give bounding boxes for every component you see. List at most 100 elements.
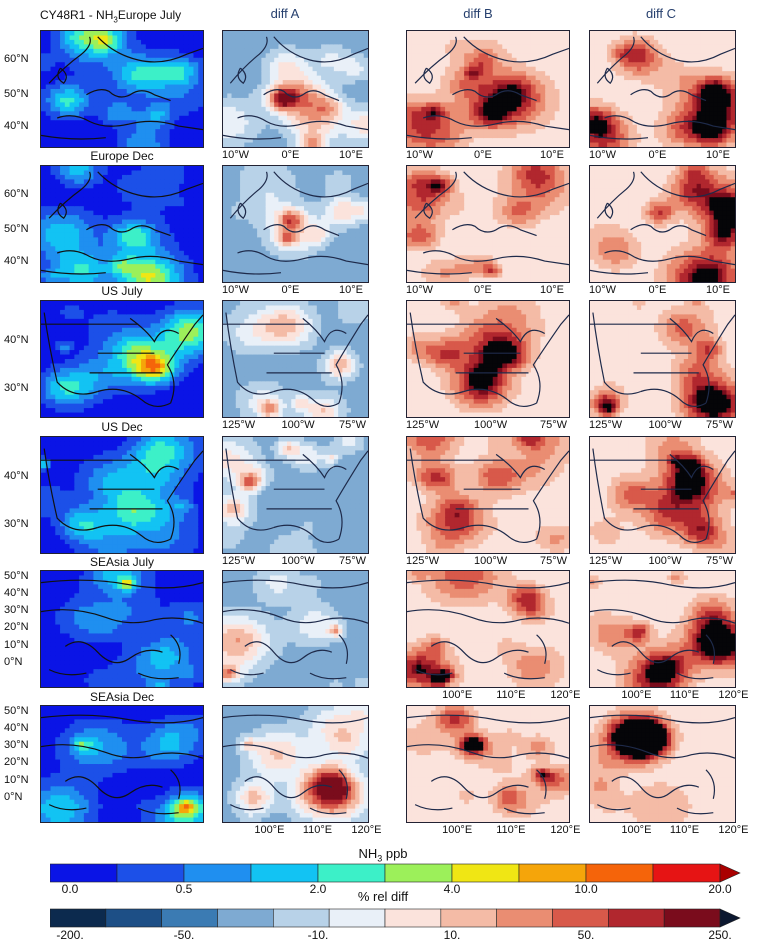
map-cell: [261, 66, 267, 72]
map-cell: [102, 197, 109, 203]
map-cell: [688, 102, 693, 108]
map-cell: [619, 89, 625, 95]
map-cell: [636, 129, 642, 135]
map-cell: [79, 259, 85, 265]
map-cell: [511, 66, 518, 72]
map-cell: [193, 210, 199, 216]
map-cell: [564, 97, 569, 103]
map-cell: [150, 111, 156, 117]
map-cell: [136, 215, 142, 221]
map-cell: [705, 102, 711, 108]
map-cell: [102, 201, 109, 207]
map-cell: [329, 39, 335, 45]
map-cell: [164, 97, 171, 103]
map-cell: [169, 97, 176, 103]
map-cell: [675, 124, 681, 130]
map-cell: [291, 237, 297, 243]
map-cell: [227, 115, 233, 121]
map-cell: [60, 241, 66, 247]
map-cell: [624, 142, 629, 147]
map-cell: [74, 71, 80, 77]
map-cell: [136, 241, 142, 247]
map-cell: [666, 57, 672, 63]
map-cell: [117, 174, 123, 180]
map-cell: [193, 97, 199, 103]
map-cell: [174, 84, 180, 90]
map-cell: [666, 44, 672, 50]
map-cell: [69, 241, 75, 247]
map-cell: [430, 115, 437, 121]
lat-tick-label: 40°N: [4, 120, 29, 132]
map-cell: [174, 237, 180, 243]
map-cell: [164, 71, 171, 77]
map-cell: [193, 124, 199, 130]
map-cell: [183, 246, 190, 252]
map-cell: [193, 246, 199, 252]
map-cell: [350, 53, 356, 59]
map-cell: [628, 84, 634, 90]
map-cell: [248, 53, 254, 59]
map-cell: [346, 138, 352, 144]
map-cell: [312, 102, 318, 108]
map-cell: [60, 228, 66, 234]
map-cell: [611, 89, 617, 95]
map-cell: [628, 102, 634, 108]
map-cell: [679, 31, 685, 37]
map-cell: [459, 115, 465, 121]
map-cell: [88, 66, 95, 72]
map-cell: [98, 120, 104, 126]
map-cell: [430, 142, 437, 147]
map-cell: [411, 129, 418, 135]
map-cell: [248, 102, 254, 108]
map-cell: [235, 89, 241, 95]
map-cell: [726, 120, 732, 126]
map-cell: [679, 80, 685, 86]
map-cell: [240, 219, 245, 225]
map-cell: [726, 124, 732, 130]
map-cell: [98, 93, 104, 99]
map-cell: [713, 106, 719, 112]
map-cell: [316, 138, 322, 144]
lon-tick-label: 10°W: [222, 149, 249, 161]
map-cell: [688, 97, 693, 103]
map-cell: [278, 255, 284, 261]
map-cell: [516, 66, 522, 72]
map-cell: [683, 120, 689, 126]
map-cell: [679, 84, 685, 90]
map-cell: [683, 53, 689, 59]
map-cell: [193, 224, 199, 230]
map-cell: [675, 133, 681, 139]
map-cell: [726, 39, 732, 45]
map-cell: [269, 246, 275, 252]
map-cell: [252, 106, 258, 112]
map-cell: [549, 71, 556, 77]
map-cell: [126, 71, 133, 77]
map-cell: [179, 166, 185, 172]
map-cell: [321, 124, 326, 130]
map-cell: [346, 124, 352, 130]
map-cell: [174, 142, 180, 147]
map-cell: [675, 84, 681, 90]
map-cell: [240, 89, 245, 95]
map-cell: [649, 102, 655, 108]
map-cell: [83, 241, 90, 247]
map-cell: [321, 120, 326, 126]
map-cell: [507, 39, 513, 45]
map-cell: [308, 166, 314, 172]
map-cell: [240, 62, 245, 68]
map-cell: [257, 102, 262, 108]
map-cell: [261, 219, 267, 225]
map-cell: [282, 138, 288, 144]
map-cell: [141, 277, 147, 282]
map-cell: [478, 71, 484, 77]
map-cell: [50, 48, 56, 54]
map-cell: [112, 215, 118, 221]
map-cell: [653, 44, 659, 50]
map-cell: [359, 66, 365, 72]
map-cell: [454, 39, 461, 45]
map-cell: [88, 246, 95, 252]
map-cell: [223, 93, 228, 99]
map-cell: [478, 62, 484, 68]
map-cell: [235, 39, 241, 45]
map-cell: [535, 142, 542, 147]
